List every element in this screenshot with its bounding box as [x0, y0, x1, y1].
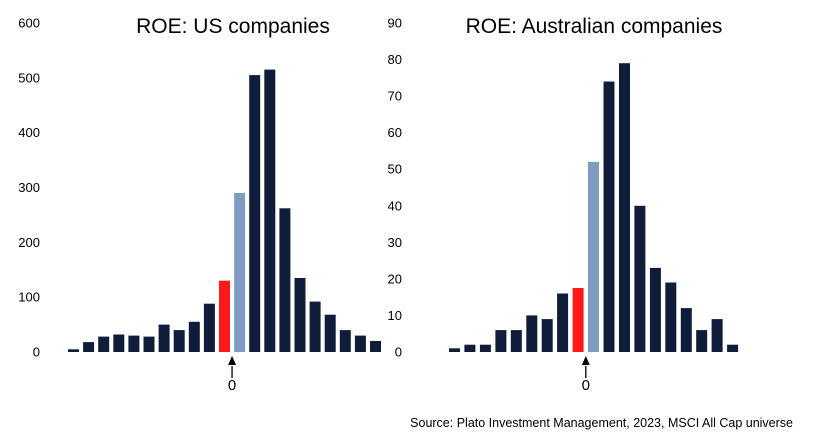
us-y-tick-label: 0 [33, 345, 40, 360]
us-bar [324, 314, 336, 352]
us-bars [68, 69, 381, 352]
au-y-tick-label: 40 [388, 198, 402, 213]
us-bar [339, 330, 351, 352]
us-chart-title: ROE: US companies [136, 15, 330, 38]
au-bar [464, 344, 476, 352]
us-bar [203, 303, 215, 352]
us-bar [113, 334, 125, 352]
au-y-tick-label: 80 [388, 52, 402, 67]
au-bar [696, 330, 708, 352]
au-bar [727, 344, 739, 352]
au-y-tick-label: 10 [388, 308, 402, 323]
au-roe-chart: ROE: Australian companies 0 10 20 30 40 50 60 7… [388, 15, 739, 394]
us-zero-arrow-icon [228, 356, 237, 365]
us-bar [98, 336, 110, 352]
au-bar [557, 293, 569, 352]
us-bar [370, 341, 381, 352]
au-bar [619, 63, 630, 352]
au-bar [510, 330, 522, 352]
us-y-axis: 0 100 200 300 400 500 600 [18, 16, 40, 360]
au-zero-label: 0 [582, 377, 590, 394]
au-bar [526, 315, 538, 352]
au-bar [711, 319, 723, 352]
us-bar [158, 324, 170, 352]
us-bar [83, 342, 95, 352]
au-bar [572, 288, 584, 352]
au-bar [588, 161, 599, 352]
us-y-tick-label: 100 [18, 290, 40, 305]
us-zero-marker: 0 [228, 356, 236, 394]
au-y-tick-label: 30 [388, 235, 402, 250]
au-y-tick-label: 20 [388, 271, 402, 286]
au-y-axis: 0 10 20 30 40 50 60 70 80 90 [388, 16, 402, 360]
au-bar [449, 348, 460, 352]
source-note: Source: Plato Investment Management, 202… [410, 416, 793, 430]
us-y-tick-label: 200 [18, 235, 40, 250]
us-roe-chart: ROE: US companies 0 100 200 300 400 500 600 0 [18, 15, 381, 394]
au-zero-arrow-icon [581, 356, 590, 365]
au-bar [541, 319, 553, 352]
au-zero-marker: 0 [582, 356, 590, 394]
au-y-tick-label: 0 [395, 345, 402, 360]
us-y-tick-label: 400 [18, 125, 40, 140]
au-bar [649, 267, 661, 352]
au-bar [603, 81, 615, 352]
au-bar [680, 308, 692, 352]
au-y-tick-label: 90 [388, 16, 402, 31]
us-bar [173, 330, 185, 352]
au-y-tick-label: 70 [388, 89, 402, 104]
us-bar [234, 193, 246, 352]
au-bar [495, 330, 507, 352]
us-y-tick-label: 500 [18, 70, 40, 85]
us-bar [249, 75, 261, 352]
us-zero-label: 0 [228, 377, 236, 394]
us-bar [143, 336, 155, 352]
us-bar [68, 349, 79, 352]
us-bar [264, 69, 276, 352]
us-bar [219, 280, 230, 352]
au-chart-title: ROE: Australian companies [466, 15, 723, 38]
au-bar [479, 344, 491, 352]
au-y-tick-label: 60 [388, 125, 402, 140]
us-bar [128, 335, 140, 352]
us-bar [354, 335, 366, 352]
au-bars [449, 63, 739, 352]
us-bar [279, 208, 291, 352]
us-y-tick-label: 600 [18, 16, 40, 31]
au-y-tick-label: 50 [388, 162, 402, 177]
us-bar [294, 278, 306, 352]
us-y-tick-label: 300 [18, 180, 40, 195]
us-bar [188, 321, 200, 352]
au-bar [634, 205, 646, 352]
au-bar [665, 282, 677, 352]
us-bar [309, 301, 321, 352]
